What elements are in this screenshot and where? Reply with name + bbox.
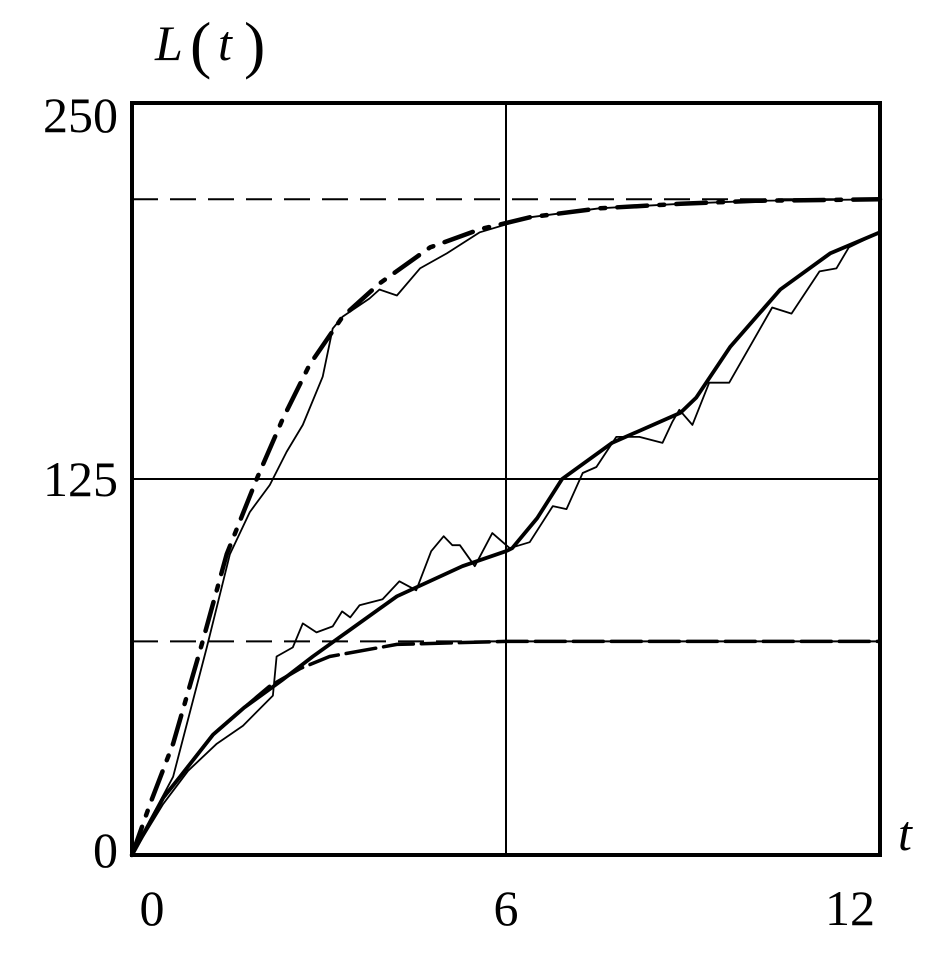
- series-line-thin-noisy-1: [131, 198, 881, 856]
- grid: [132, 103, 880, 855]
- y-axis-label-var: t: [218, 15, 233, 71]
- x-tick-label: 0: [140, 880, 165, 936]
- x-axis-label: t: [898, 805, 913, 861]
- y-tick-label: 125: [43, 451, 118, 507]
- x-tick-label: 12: [825, 880, 875, 936]
- y-axis-label-name: L: [154, 15, 183, 71]
- plot-frame: [130, 101, 882, 857]
- series-group: [129, 197, 883, 858]
- x-tick-label: 6: [494, 880, 519, 936]
- y-tick-labels: 250 125 0: [43, 87, 118, 878]
- series-line-solid-thick-3: [130, 230, 882, 857]
- y-tick-label: 0: [93, 822, 118, 878]
- y-axis-label-open-paren: (: [190, 9, 211, 80]
- y-axis-label-close-paren: ): [244, 9, 265, 80]
- x-tick-labels: 0 6 12: [140, 880, 876, 936]
- series-line-thin-noisy-4: [131, 231, 881, 856]
- y-tick-label: 250: [43, 87, 118, 143]
- y-axis-label: L ( t ): [154, 9, 265, 80]
